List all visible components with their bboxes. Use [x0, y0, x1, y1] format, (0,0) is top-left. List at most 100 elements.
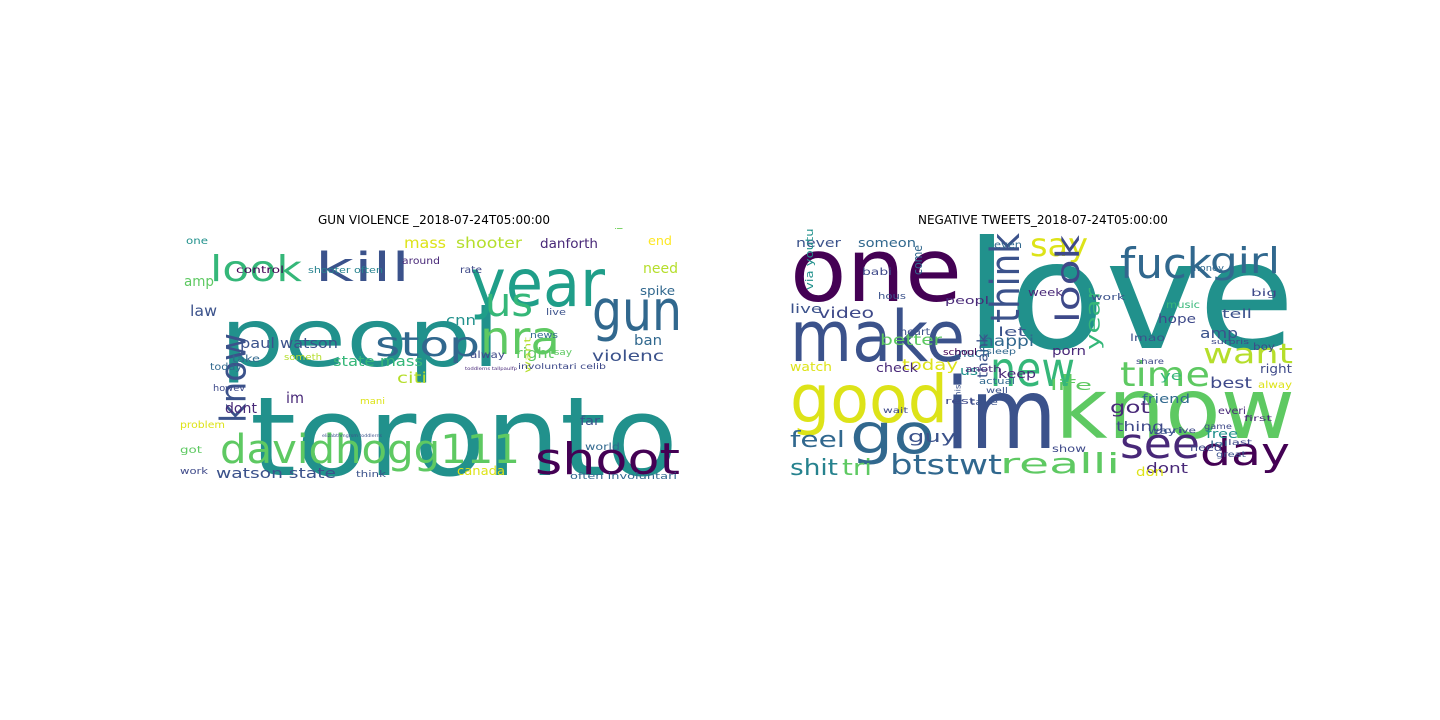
word-howev: howev [213, 384, 246, 394]
word-take: take [232, 354, 260, 365]
word-happi: happi [982, 332, 1034, 350]
word-don: don [1136, 465, 1164, 479]
word-say: say [554, 348, 573, 358]
word-well: well [986, 386, 1008, 395]
word-work: work [180, 467, 209, 477]
word-see: see [1120, 419, 1200, 468]
word-free: free [1206, 427, 1238, 441]
word-live: live [546, 308, 567, 318]
word-work: work [1091, 293, 1126, 303]
word-know: know [214, 333, 255, 423]
word-money: money [1190, 264, 1225, 274]
word-end: end [648, 234, 672, 248]
word-right: right [1260, 362, 1292, 376]
word-shit: shit [790, 456, 838, 481]
word-even: even [994, 240, 1022, 251]
word-elizabthmgrsm-toddlerns: elizabthmgrsm toddlerns [322, 433, 382, 438]
word-take: take [970, 398, 999, 408]
word-involuntari-celib: involuntari celib [518, 362, 606, 371]
right-wordcloud: love im know one make good go new fuck girl say thi… [790, 228, 1294, 484]
word-time: time [1120, 355, 1210, 395]
word-dont: dont [1146, 461, 1189, 477]
word-ye: ye [1160, 369, 1182, 383]
word-feel: feel [790, 428, 845, 453]
word-one: one [186, 236, 208, 247]
word-control: control [236, 265, 284, 276]
word-mass: mass [404, 234, 446, 252]
word-never: never [796, 236, 841, 250]
word-world: world [585, 442, 620, 453]
word-say: say [1030, 228, 1088, 264]
word-ban: ban [634, 333, 662, 349]
word-one: one [790, 228, 962, 322]
word-watson-state: watson state [216, 466, 336, 482]
word-keep: keep [998, 367, 1036, 381]
word-paul-watson: paul watson [240, 336, 338, 352]
word-need: need [643, 261, 678, 277]
word-amp: amp [1200, 326, 1238, 342]
word-last: last [1228, 438, 1252, 447]
word-watch: watch [790, 360, 832, 374]
word-share: share [1136, 357, 1164, 366]
word-alway: alway [470, 350, 505, 361]
word-fuck: fuck [1120, 239, 1213, 288]
word-great: great [1216, 450, 1246, 459]
word-toddlerns-tallpaulfp: toddlerns tallpaulfp [465, 366, 518, 371]
word-today: today [210, 362, 242, 373]
word-friend: friend [1142, 392, 1190, 406]
word-look: look [1049, 234, 1087, 323]
word-girl: girl [1210, 241, 1280, 282]
word-amp: amp [184, 274, 214, 290]
word-today: today [902, 356, 958, 374]
word-us: us [485, 280, 533, 326]
word-shooter-often: shooter often [308, 266, 383, 276]
word-someon: someon [858, 236, 916, 250]
word-come: come [911, 245, 925, 275]
word-tell: tell [1222, 307, 1252, 321]
word-far: far [580, 414, 600, 428]
right-panel-title: NEGATIVE TWEETS_2018-07-24T05:00:00 [918, 213, 1168, 227]
word-big: big [1251, 288, 1277, 299]
word-lmao: lmao [1130, 333, 1165, 344]
word-realli: realli [1000, 447, 1120, 480]
word-state-mass: state mass [333, 354, 423, 370]
word-much: much [954, 346, 990, 360]
word-game: game [1204, 422, 1232, 431]
word-think: think [356, 470, 387, 480]
word-rate: rate [460, 265, 482, 276]
word-live: live [790, 302, 822, 316]
word-heart: heart [900, 327, 930, 338]
word-danforth: danforth [540, 237, 598, 252]
word-life: life [1050, 378, 1092, 394]
word-mani: mani [360, 397, 385, 407]
word-think: think [983, 232, 1029, 323]
word-way: way [1148, 426, 1176, 437]
word-babi: babi [862, 267, 892, 278]
word-right: right [516, 346, 555, 362]
left-wordcloud: toronto peopl year davidhogg111 gun shoot kill… [180, 228, 680, 484]
word-via-youtub: via youtub [803, 228, 816, 290]
word-im: im [945, 358, 1057, 472]
word-tri: tri [842, 456, 872, 481]
word-look: look [210, 249, 302, 290]
word-ive: ive [1178, 426, 1196, 435]
word-year: year [470, 245, 606, 322]
word-peopl: peopl [945, 294, 989, 307]
word-sleep: sleep [986, 347, 1016, 356]
word-everi: everi [1218, 406, 1246, 417]
word-want: want [524, 336, 534, 373]
word-know: know [1055, 360, 1294, 458]
word-stop: stop [375, 325, 480, 365]
word-peopl: peopl [220, 292, 500, 385]
word-week: week [1028, 286, 1064, 299]
word-school: school [943, 348, 977, 358]
left-panel-title: GUN VIOLENCE _2018-07-24T05:00:00 [318, 213, 551, 227]
word-porn: porn [1052, 344, 1086, 358]
word-someth: someth [284, 353, 322, 363]
word-im: im [286, 389, 304, 407]
word-violenc: violenc [592, 347, 664, 365]
word-alway: alway [1258, 380, 1292, 391]
word-citi: citi [397, 369, 427, 387]
word-increas: increas [614, 228, 625, 230]
word-guy: guy [908, 427, 956, 446]
